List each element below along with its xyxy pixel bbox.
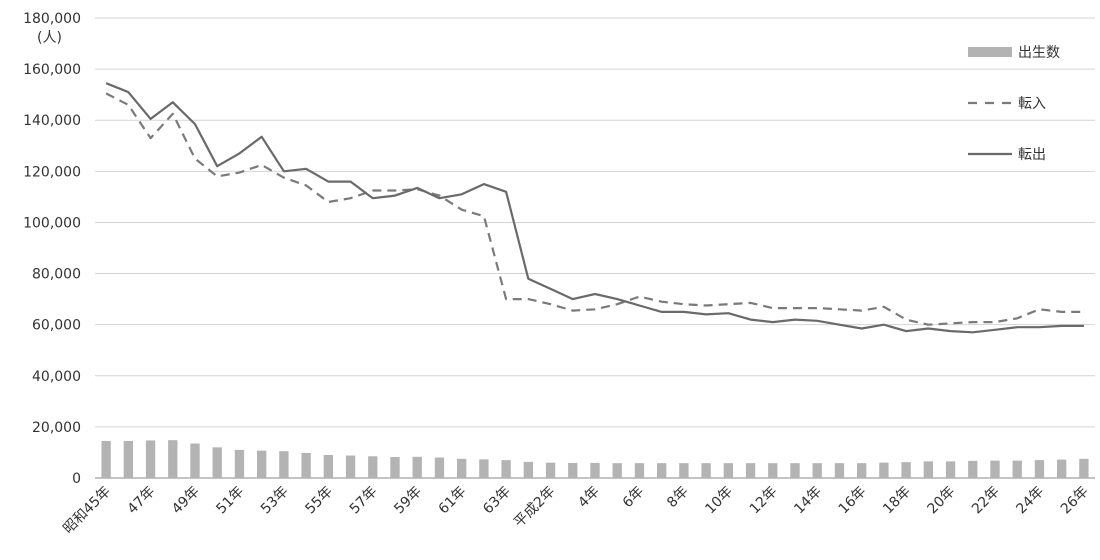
x-tick-label: 49年: [169, 484, 203, 518]
line-move-out: [105, 82, 1084, 334]
y-tick-label: 180,000: [23, 11, 81, 27]
bar-birth-count: [945, 461, 956, 478]
bar-birth-count: [145, 440, 156, 478]
x-tick-label: 12年: [747, 484, 781, 518]
x-tick-label: 47年: [125, 484, 159, 518]
bar-birth-count: [457, 458, 467, 478]
bar-birth-count: [968, 460, 978, 478]
bar-birth-count: [368, 456, 378, 478]
bar-birth-count: [612, 463, 622, 478]
bar-birth-count: [701, 463, 711, 478]
x-tick-label: 59年: [391, 484, 425, 518]
bar-birth-count: [879, 462, 889, 478]
y-axis-unit-label: (人): [37, 30, 62, 46]
line-series: [105, 82, 1084, 334]
y-tick-label: 40,000: [32, 369, 81, 385]
bar-birth-count: [634, 463, 645, 478]
bar-birth-count: [923, 461, 933, 478]
bar-birth-count: [323, 455, 333, 478]
bar-birth-count: [234, 449, 245, 478]
bar-birth-count: [590, 462, 600, 478]
y-tick-label: 120,000: [23, 164, 81, 180]
bar-birth-count: [257, 450, 267, 478]
y-tick-label: 100,000: [23, 215, 81, 231]
x-tick-label: 昭和45年: [60, 484, 114, 538]
bar-birth-count: [857, 463, 867, 478]
bar-birth-count: [190, 443, 200, 478]
y-tick-label: 60,000: [32, 318, 81, 334]
bar-birth-count: [568, 462, 578, 478]
bar-birth-count: [834, 463, 845, 478]
x-tick-label: 14年: [791, 484, 825, 518]
legend-label: 転入: [1018, 96, 1046, 112]
x-tick-label: 18年: [880, 484, 914, 518]
x-tick-label: 26年: [1058, 484, 1092, 518]
bar-birth-count: [101, 440, 111, 478]
bar-birth-count: [390, 457, 400, 478]
line-move-in: [105, 92, 1084, 326]
bar-birth-count: [990, 460, 1000, 478]
bar-birth-count: [745, 463, 756, 478]
bar-birth-count: [345, 455, 356, 478]
x-tick-label: 57年: [347, 484, 381, 518]
bar-birth-count: [1034, 460, 1045, 478]
y-tick-label: 140,000: [23, 113, 81, 129]
x-tick-label: 6年: [620, 484, 648, 512]
bar-series: [101, 440, 1089, 478]
y-tick-label: 80,000: [32, 267, 81, 283]
x-tick-label: 22年: [969, 484, 1003, 518]
bar-birth-count: [279, 451, 289, 478]
bar-birth-count: [723, 463, 733, 478]
x-tick-label: 20年: [925, 484, 959, 518]
bar-birth-count: [301, 452, 311, 478]
bar-birth-count: [434, 457, 445, 478]
legend-swatch-birth: [968, 47, 1012, 57]
x-tick-label: 63年: [480, 484, 514, 518]
bar-birth-count: [679, 463, 689, 478]
x-tick-label: 16年: [836, 484, 870, 518]
y-tick-label: 20,000: [32, 420, 81, 436]
y-tick-label: 160,000: [23, 62, 81, 78]
bar-birth-count: [768, 463, 778, 478]
gridlines: [95, 17, 1095, 479]
bar-birth-count: [790, 463, 800, 478]
bar-birth-count: [523, 461, 533, 478]
x-tick-label: 平成2年: [511, 484, 558, 531]
bar-birth-count: [901, 462, 911, 478]
legend-label: 出生数: [1018, 45, 1060, 61]
bar-birth-count: [123, 440, 133, 478]
x-tick-label: 55年: [302, 484, 336, 518]
x-tick-label: 24年: [1013, 484, 1047, 518]
bar-birth-count: [1057, 459, 1067, 478]
bar-birth-count: [412, 456, 422, 478]
bar-birth-count: [168, 440, 178, 478]
legend-label: 転出: [1018, 147, 1046, 163]
x-tick-label: 10年: [702, 484, 736, 518]
x-tick-label: 61年: [436, 484, 470, 518]
x-tick-label: 8年: [664, 484, 692, 512]
bar-birth-count: [657, 463, 667, 478]
x-tick-label: 53年: [258, 484, 292, 518]
bar-birth-count: [545, 462, 556, 478]
bar-birth-count: [501, 460, 511, 478]
bar-birth-count: [1079, 458, 1089, 478]
y-axis: 0 20,000 40,000 60,000 80,000 100,000 120,000 1…: [23, 11, 81, 487]
bar-birth-count: [479, 459, 489, 478]
x-tick-label: 4年: [575, 484, 603, 512]
bar-birth-count: [1012, 460, 1022, 478]
bar-birth-count: [812, 463, 822, 478]
y-tick-label: 0: [72, 471, 81, 487]
bar-birth-count: [212, 447, 222, 478]
x-tick-label: 51年: [213, 484, 247, 518]
